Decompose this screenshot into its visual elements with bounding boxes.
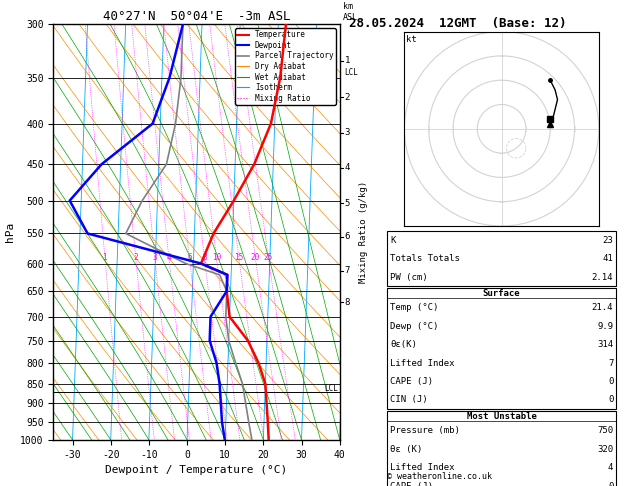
Text: Lifted Index: Lifted Index [390,359,455,367]
Text: 20: 20 [251,253,260,262]
Text: © weatheronline.co.uk: © weatheronline.co.uk [387,472,492,481]
Text: 9.9: 9.9 [597,322,613,330]
Text: Dewp (°C): Dewp (°C) [390,322,438,330]
Text: 21.4: 21.4 [592,303,613,312]
Legend: Temperature, Dewpoint, Parcel Trajectory, Dry Adiabat, Wet Adiabat, Isotherm, Mi: Temperature, Dewpoint, Parcel Trajectory… [235,28,336,105]
Text: 4: 4 [167,253,171,262]
Text: 5: 5 [345,199,350,208]
Text: 0: 0 [608,396,613,404]
Text: 4: 4 [345,163,350,172]
Text: 750: 750 [597,426,613,435]
Text: 3: 3 [152,253,157,262]
Text: CIN (J): CIN (J) [390,396,428,404]
Text: 2.14: 2.14 [592,273,613,281]
Text: PW (cm): PW (cm) [390,273,428,281]
Text: 3: 3 [345,128,350,138]
X-axis label: Dewpoint / Temperature (°C): Dewpoint / Temperature (°C) [106,465,287,475]
Text: Mixing Ratio (g/kg): Mixing Ratio (g/kg) [359,181,368,283]
Text: 7: 7 [345,266,350,275]
Text: 15: 15 [234,253,243,262]
Text: Totals Totals: Totals Totals [390,254,460,263]
Text: 1: 1 [345,56,350,65]
Text: Surface: Surface [483,289,520,297]
Text: 314: 314 [597,340,613,349]
Text: kt: kt [406,35,417,45]
Text: 1: 1 [103,253,107,262]
Text: 7: 7 [608,359,613,367]
Text: 320: 320 [597,445,613,453]
Text: 23: 23 [603,236,613,244]
Text: Lifted Index: Lifted Index [390,463,455,472]
Text: K: K [390,236,396,244]
Text: 2: 2 [133,253,138,262]
Text: LCL: LCL [325,384,338,393]
Text: 6: 6 [187,253,192,262]
Text: 10: 10 [212,253,221,262]
Title: 40°27'N  50°04'E  -3m ASL: 40°27'N 50°04'E -3m ASL [103,10,291,23]
Text: CAPE (J): CAPE (J) [390,377,433,386]
Text: 8: 8 [202,253,207,262]
Text: 6: 6 [345,232,350,242]
Text: 8: 8 [345,298,350,307]
Text: 4: 4 [608,463,613,472]
Text: 25: 25 [264,253,273,262]
Text: Pressure (mb): Pressure (mb) [390,426,460,435]
Text: 28.05.2024  12GMT  (Base: 12): 28.05.2024 12GMT (Base: 12) [349,17,567,30]
Text: 0: 0 [608,482,613,486]
Y-axis label: hPa: hPa [4,222,14,242]
Text: Most Unstable: Most Unstable [467,412,537,420]
Text: θε (K): θε (K) [390,445,422,453]
Text: Temp (°C): Temp (°C) [390,303,438,312]
Text: km
ASL: km ASL [343,2,358,22]
Text: 41: 41 [603,254,613,263]
Text: 0: 0 [608,377,613,386]
Text: 2: 2 [345,92,350,102]
Text: LCL: LCL [345,68,359,77]
Text: CAPE (J): CAPE (J) [390,482,433,486]
Text: θε(K): θε(K) [390,340,417,349]
